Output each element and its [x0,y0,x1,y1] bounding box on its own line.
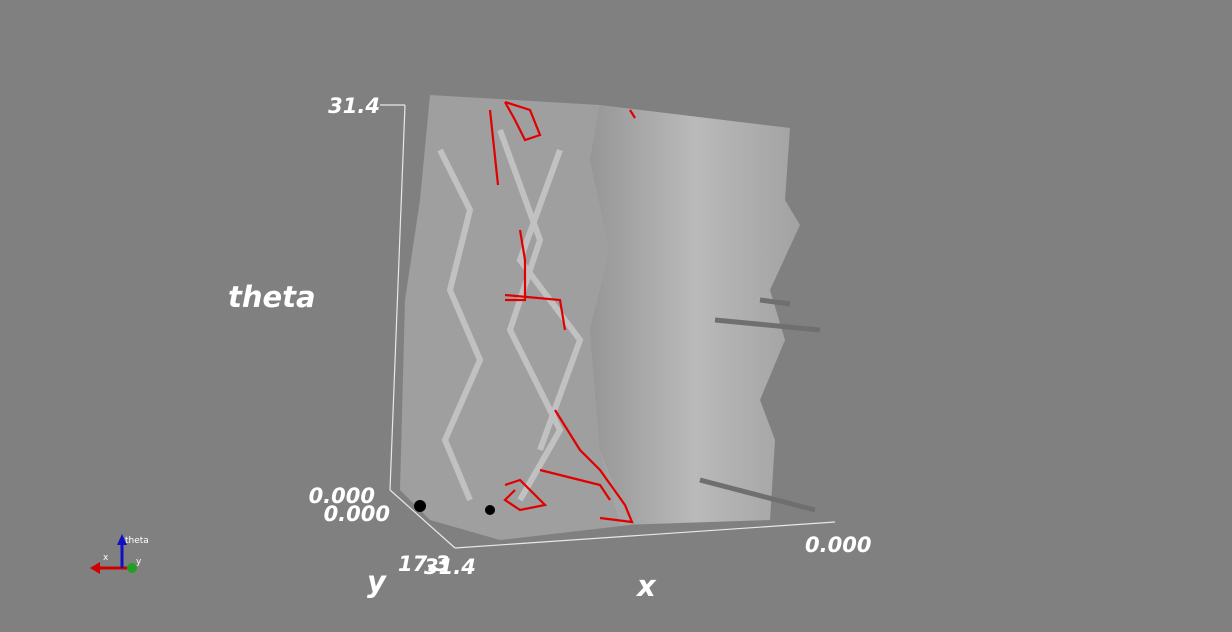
orientation-label: y [136,557,142,567]
x-tick: 31.4 [424,555,476,579]
orientation-label: x [103,553,109,563]
theta-tick: 0.000 [309,484,375,508]
x-tick: 0.000 [805,533,871,557]
orientation-widget: theta x y [90,534,149,574]
marker [414,500,426,512]
y-title: y [367,565,387,599]
bounding-box [380,104,836,549]
y-tick: 17.3 [398,552,450,576]
red-filaments [488,100,636,524]
theta-title: theta [228,280,316,314]
orientation-label: theta [125,536,149,546]
marker [485,505,495,515]
volume-surface [400,95,821,540]
x-title: x [635,569,657,603]
theta-tick: 31.4 [328,94,380,118]
y-tick: 0.000 [324,502,390,526]
